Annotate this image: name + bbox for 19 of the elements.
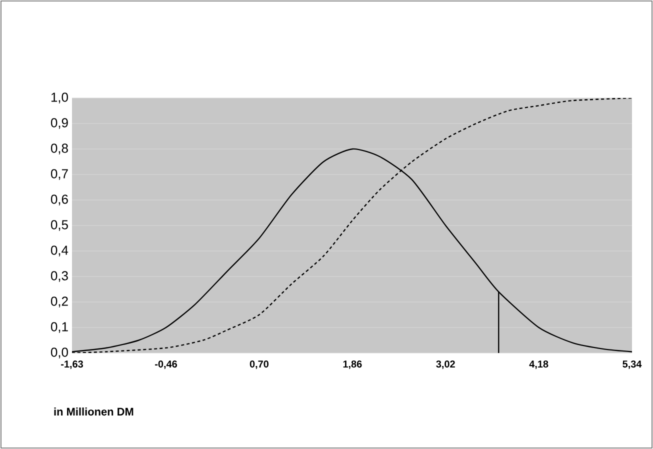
x-tick-label: 3,02 — [436, 360, 455, 370]
y-tick-label: 0,0 — [50, 348, 68, 358]
x-tick-label: 1,86 — [343, 360, 362, 370]
y-tick-label: 0,5 — [50, 220, 68, 231]
y-tick-label: 0,9 — [50, 118, 68, 129]
x-tick-label: 4,18 — [529, 360, 548, 370]
x-tick-label: -0,46 — [155, 360, 178, 370]
y-tick-label: 0,8 — [50, 144, 68, 154]
x-axis-title: in Millionen DM — [54, 408, 134, 416]
x-tick-label: 5,34 — [622, 360, 642, 370]
y-tick-label: 0,1 — [50, 322, 68, 333]
x-tick-label: -1,63 — [61, 360, 83, 370]
x-tick-label: 0,70 — [250, 360, 268, 370]
y-tick-label: 0,3 — [50, 271, 68, 282]
y-tick-label: 0,4 — [50, 246, 68, 256]
y-tick-label: 0,2 — [50, 296, 68, 308]
y-tick-label: 0,6 — [50, 194, 68, 206]
y-tick-label: 1,0 — [51, 92, 68, 104]
y-tick-label: 0,7 — [50, 169, 68, 180]
